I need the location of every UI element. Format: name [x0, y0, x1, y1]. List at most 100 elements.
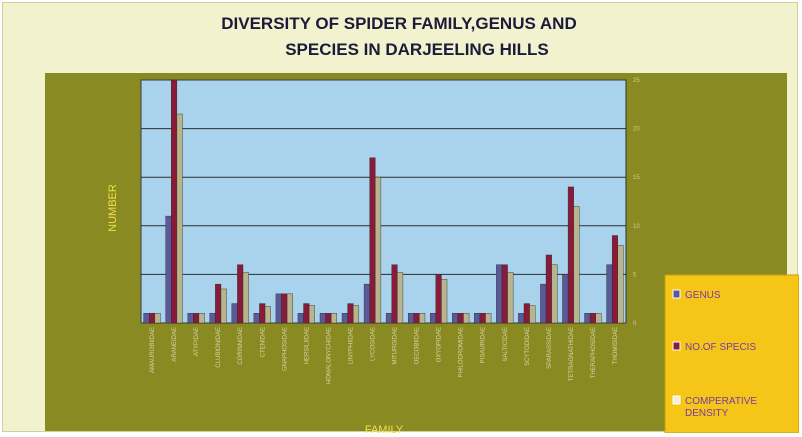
bar-species [303, 303, 310, 324]
bar-genus [407, 313, 414, 324]
bar-density [551, 264, 558, 324]
bar-species [391, 264, 398, 324]
bar-species [149, 313, 156, 324]
bar-genus [297, 313, 304, 324]
bar-density [529, 305, 536, 324]
bar-species [501, 264, 508, 324]
bar-genus [540, 283, 547, 324]
y-tick-label: 15 [633, 175, 640, 181]
bar-species [325, 313, 332, 324]
bar-density [308, 305, 315, 324]
bar-density [330, 313, 337, 324]
bar-genus [363, 283, 370, 324]
x-tick-label: AMAUROBIIDAE [150, 327, 156, 373]
bar-genus [143, 313, 150, 324]
bar-genus [606, 264, 613, 324]
bar-species [457, 313, 464, 324]
x-tick-label: GNAPHOSIDAE [282, 327, 288, 371]
plot-area [140, 79, 627, 324]
bar-density [507, 272, 514, 324]
x-tick-label: PHILODROMIDAE [459, 327, 465, 377]
chart-title-line-2: SPECIES IN DARJEELING HILLS [285, 40, 549, 59]
x-tick-label: ATYPIDAE [194, 327, 200, 356]
bar-species [523, 303, 530, 324]
bar-density [573, 206, 580, 324]
x-tick-label: CORINNIDAE [238, 327, 244, 365]
legend-label-species: NO.OF SPECIS [685, 342, 756, 353]
bar-density [198, 313, 205, 324]
legend-swatch-density [672, 395, 681, 405]
bar-density [485, 313, 492, 324]
bar-genus [430, 313, 437, 324]
bar-species [479, 313, 486, 324]
legend-label-genus: GENUS [685, 290, 721, 301]
bar-genus [253, 313, 260, 324]
bar-genus [562, 274, 569, 324]
gridlines [141, 128, 626, 275]
bar-density [595, 313, 602, 324]
bar-genus [452, 313, 459, 324]
bar-species [369, 157, 376, 324]
bar-genus [187, 313, 194, 324]
bar-genus [165, 215, 172, 324]
bar-genus [584, 313, 591, 324]
legend-box [664, 274, 799, 433]
y-tick-label: 5 [633, 272, 637, 278]
x-tick-label: OECOBIIDAE [415, 327, 421, 364]
x-tick-label: HOMALONYCHIDAE [326, 327, 332, 384]
y-tick-label: 25 [633, 78, 640, 84]
bar-genus [319, 313, 326, 324]
bars [143, 79, 624, 324]
bar-density [353, 305, 360, 324]
y-tick-label: 10 [633, 224, 640, 230]
bar-species [215, 283, 222, 324]
bar-density [463, 313, 470, 324]
x-tick-label: MITURGIDAE [393, 327, 399, 365]
bar-density [617, 245, 624, 324]
legend-label-density-line-1: COMPERATIVE [685, 396, 757, 407]
bar-density [176, 113, 183, 324]
bar-species [413, 313, 420, 324]
bar-density [441, 279, 448, 324]
legend-swatch-genus [672, 289, 681, 299]
legend-label-density-line-2: DENSITY [685, 408, 729, 419]
x-tick-label: LYCOSIDAE [370, 327, 376, 361]
bar-species [435, 274, 442, 324]
bar-density [220, 288, 227, 324]
x-tick-label: LINYPHIIDAE [348, 327, 354, 364]
x-tick-label: THOMISIDAE [613, 327, 619, 364]
x-tick-label: CLUBIONIDAE [216, 327, 222, 368]
y-axis-label: NUMBER [107, 184, 119, 232]
bar-genus [474, 313, 481, 324]
x-tick-label: SCYTODIDAE [525, 327, 531, 366]
bar-genus [231, 303, 238, 324]
x-tick-label: CTENIDAE [260, 327, 266, 357]
y-tick-label: 0 [633, 321, 637, 327]
y-tick-labels: 0 5 10 15 20 25 [633, 78, 640, 327]
bar-density [242, 272, 249, 324]
bar-species [611, 235, 618, 324]
bar-species [259, 303, 266, 324]
bar-species [237, 264, 244, 324]
bar-species [281, 293, 288, 324]
bar-species [567, 186, 574, 324]
y-tick-label: 20 [633, 127, 640, 133]
bar-species [589, 313, 596, 324]
bar-genus [275, 293, 282, 324]
bar-genus [496, 264, 503, 324]
bar-density [286, 293, 293, 324]
chart-title-line-1: DIVERSITY OF SPIDER FAMILY,GENUS AND [221, 14, 577, 33]
bar-genus [385, 313, 392, 324]
x-tick-label: ARANEIDAE [172, 327, 178, 362]
x-tick-label: THERAPHOSIDAE [591, 327, 597, 378]
legend: GENUS NO.OF SPECIS COMPERATIVE DENSITY [664, 274, 799, 433]
bar-species [347, 303, 354, 324]
x-tick-labels: AMAUROBIIDAE ARANEIDAE ATYPIDAE CLUBIONIDAE… [150, 327, 619, 384]
bar-density [419, 313, 426, 324]
legend-label-density: COMPERATIVE DENSITY [685, 396, 760, 419]
x-tick-label: PISAURIDAE [481, 327, 487, 363]
x-tick-label: TETRAGNATHIDAE [569, 327, 575, 381]
bar-species [545, 254, 552, 324]
bar-density [375, 176, 382, 324]
chart: DIVERSITY OF SPIDER FAMILY,GENUS AND SPE… [45, 14, 799, 433]
